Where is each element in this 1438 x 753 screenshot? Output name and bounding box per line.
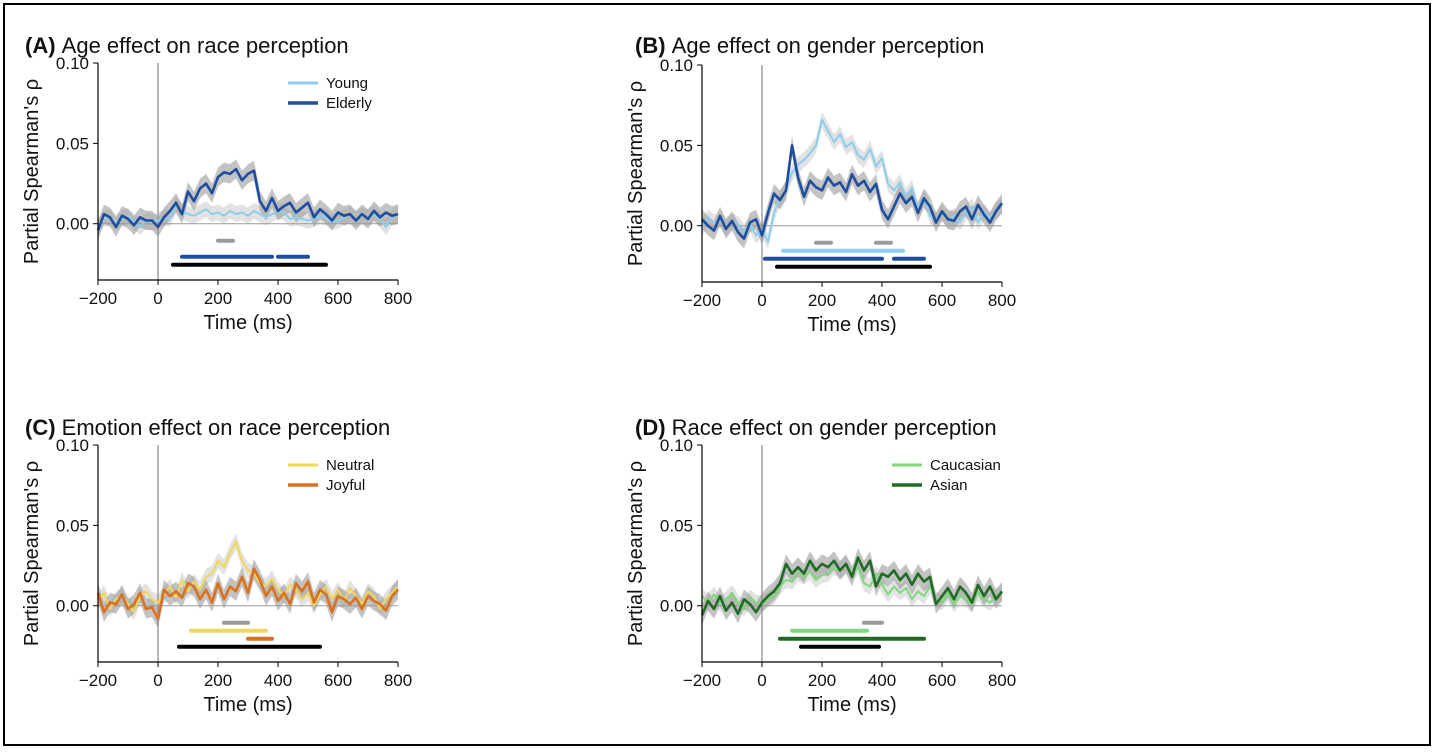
panel-title-text: Age effect on race perception	[62, 33, 349, 58]
x-tick-label: 200	[808, 671, 836, 690]
y-tick-label: 0.00	[660, 217, 693, 236]
legend-label-asian: Asian	[930, 477, 968, 494]
x-tick-label: 200	[204, 289, 232, 308]
error-band-elderly	[98, 159, 398, 240]
x-tick-label: 600	[324, 289, 352, 308]
y-axis-label: Partial Spearman's ρ	[625, 81, 647, 266]
x-axis-label: Time (ms)	[807, 694, 896, 716]
x-tick-label: 400	[264, 671, 292, 690]
legend-label-neutral: Neutral	[326, 457, 374, 474]
x-tick-label: 0	[757, 291, 766, 310]
x-axis-label: Time (ms)	[203, 312, 292, 334]
series-line-elderly	[701, 144, 1004, 240]
figure-frame: (A) Age effect on race perception 0.10 0.0…	[3, 3, 1431, 746]
x-tick-label: 800	[384, 671, 412, 690]
x-tick-label: 800	[988, 671, 1016, 690]
x-tick-label: 600	[928, 671, 956, 690]
series-line-joyful	[96, 567, 399, 620]
x-tick-label: −200	[683, 671, 721, 690]
error-band-asian	[702, 547, 1002, 626]
panel-title-text: Age effect on gender perception	[672, 33, 985, 58]
y-tick-label: 0.05	[660, 516, 693, 535]
series-line-asian	[700, 556, 1004, 616]
y-tick-label: 0.10	[660, 56, 693, 75]
panel-title-text: Emotion effect on race perception	[62, 415, 391, 440]
y-tick-label: 0.00	[56, 215, 89, 234]
y-tick-label: 0.10	[56, 54, 89, 73]
y-tick-label: 0.10	[660, 436, 693, 455]
x-tick-label: 600	[324, 671, 352, 690]
y-axis-label: Partial Spearman's ρ	[625, 461, 647, 646]
y-tick-label: 0.10	[56, 436, 89, 455]
x-tick-label: −200	[683, 291, 721, 310]
panel-d: (D) Race effect on gender perception0.10…	[625, 415, 1016, 716]
panel-title: (A) Age effect on race perception	[25, 33, 349, 58]
x-tick-label: 0	[757, 671, 766, 690]
y-tick-label: 0.00	[56, 597, 89, 616]
y-axis-label: Partial Spearman's ρ	[21, 79, 43, 264]
panel-letter: (A)	[25, 33, 62, 58]
x-tick-label: 800	[384, 289, 412, 308]
panel-title: (C) Emotion effect on race perception	[25, 415, 390, 440]
x-tick-label: 0	[153, 671, 162, 690]
y-tick-label: 0.00	[660, 597, 693, 616]
y-axis-label: Partial Spearman's ρ	[21, 461, 43, 646]
panel-title: (B) Age effect on gender perception	[635, 33, 984, 58]
legend-label-caucasian: Caucasian	[930, 457, 1001, 474]
panel-title-text: Race effect on gender perception	[672, 415, 997, 440]
legend-label-joyful: Joyful	[326, 477, 365, 494]
x-axis-label: Time (ms)	[807, 314, 896, 336]
series-line-elderly	[96, 167, 399, 231]
panel-letter: (B)	[635, 33, 672, 58]
x-axis-label: Time (ms)	[203, 694, 292, 716]
y-tick-label: 0.05	[660, 136, 693, 155]
series-line-neutral	[97, 540, 399, 614]
x-tick-label: 400	[868, 291, 896, 310]
panel-c: (C) Emotion effect on race perception0.1…	[21, 415, 412, 716]
x-tick-label: 0	[153, 289, 162, 308]
series-line-young	[701, 118, 1003, 243]
y-tick-label: 0.05	[56, 516, 89, 535]
x-tick-label: 800	[988, 291, 1016, 310]
error-band-young	[702, 111, 1002, 250]
x-tick-label: −200	[79, 671, 117, 690]
x-tick-label: −200	[79, 289, 117, 308]
x-tick-label: 200	[204, 671, 232, 690]
y-tick-label: 0.05	[56, 134, 89, 153]
panel-letter: (D)	[635, 415, 672, 440]
figure-canvas: (A) Age effect on race perception0.100.0…	[21, 33, 1016, 716]
panel-letter: (C)	[25, 415, 62, 440]
x-tick-label: 200	[808, 291, 836, 310]
x-tick-label: 400	[868, 671, 896, 690]
panel-title: (D) Race effect on gender perception	[635, 415, 997, 440]
x-tick-label: 600	[928, 291, 956, 310]
x-tick-label: 400	[264, 289, 292, 308]
legend-label-elderly: Elderly	[326, 95, 372, 112]
legend-label-young: Young	[326, 75, 368, 92]
